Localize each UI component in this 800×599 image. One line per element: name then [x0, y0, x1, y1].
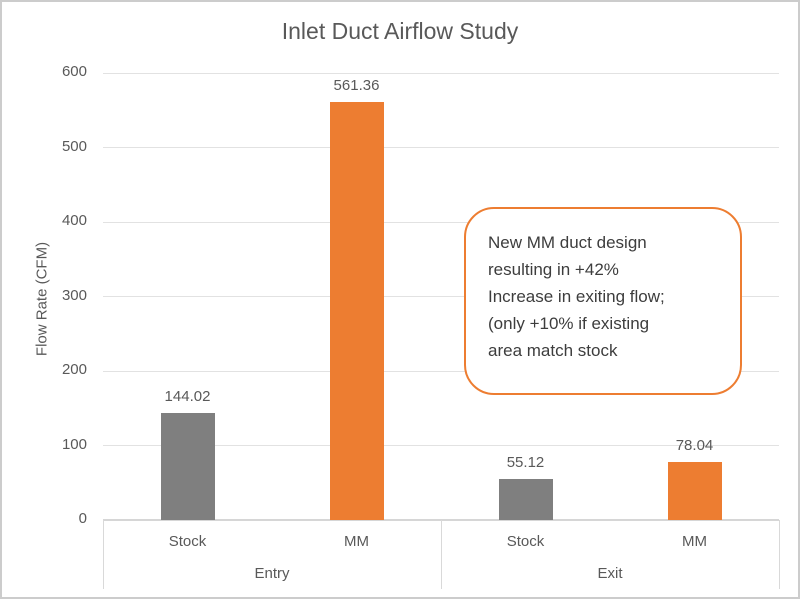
bar-exit-stock[interactable] [498, 478, 553, 520]
category-label-entry-stock: Stock [168, 533, 207, 550]
chart-title: Inlet Duct Airflow Study [281, 18, 519, 44]
y-tick-label-200: 200 [61, 361, 87, 378]
bar-exit-mm[interactable] [667, 461, 722, 520]
y-tick-label-100: 100 [61, 435, 87, 453]
value-label-entry-mm: 561.36 [333, 76, 380, 94]
y-tick-label-600: 600 [61, 63, 87, 80]
y-tick-label-500: 500 [61, 137, 87, 155]
gridline-500 [103, 147, 779, 148]
category-divider [440, 520, 442, 589]
group-label-entry: Entry [254, 565, 290, 582]
gridline-400 [103, 221, 779, 223]
category-label-exit-stock: Stock [506, 533, 545, 550]
value-label-entry-stock: 144.02 [164, 387, 211, 405]
y-tick-label-400: 400 [61, 212, 87, 229]
category-divider [778, 520, 780, 589]
annotation-text: New MM duct design resulting in +42% Inc… [488, 233, 665, 360]
bar-entry-mm[interactable] [329, 101, 384, 520]
y-tick-label-0: 0 [78, 510, 87, 527]
category-label-exit-mm: MM [682, 533, 707, 550]
y-tick-label-300: 300 [61, 286, 87, 304]
gridline-100 [103, 445, 779, 446]
value-label-exit-stock: 55.12 [506, 453, 545, 471]
gridline-600 [103, 72, 779, 74]
gridline-200 [103, 370, 779, 372]
annotation-callout[interactable]: New MM duct design resulting in +42% Inc… [464, 207, 742, 395]
category-divider [102, 520, 104, 589]
value-label-exit-mm: 78.04 [675, 436, 714, 454]
category-label-entry-mm: MM [344, 533, 369, 550]
bar-entry-stock[interactable] [160, 412, 215, 520]
group-label-exit: Exit [597, 565, 623, 582]
gridline-300 [103, 296, 779, 297]
